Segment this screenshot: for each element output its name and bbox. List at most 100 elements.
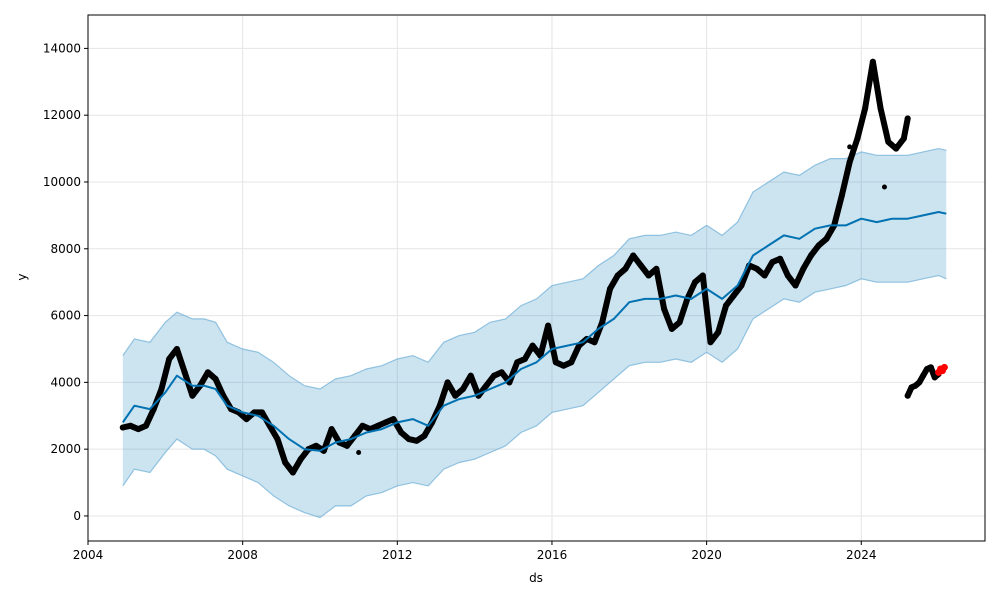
observed-point xyxy=(529,342,536,349)
observed-point xyxy=(904,115,911,122)
observed-point xyxy=(127,422,134,429)
observed-point xyxy=(444,379,451,386)
axes-layer: 2004 2008 2012 2016 2020 2024 0 2000 4000 6000 800… xyxy=(43,14,986,562)
observed-point xyxy=(630,252,637,259)
y-tick-label: 14000 xyxy=(43,41,81,55)
observed-point xyxy=(738,282,745,289)
x-tick-label: 2024 xyxy=(846,548,877,562)
observed-point xyxy=(808,252,815,259)
observed-point xyxy=(862,105,869,112)
recent-point xyxy=(920,372,927,379)
observed-point xyxy=(204,369,211,376)
observed-point xyxy=(421,432,428,439)
observed-point xyxy=(189,392,196,399)
outlier-point xyxy=(847,144,853,150)
y-tick-label: 0 xyxy=(73,509,81,523)
y-tick-label: 8000 xyxy=(50,242,81,256)
observed-point xyxy=(637,262,644,269)
observed-point xyxy=(135,426,142,433)
observed-point xyxy=(885,138,892,145)
observed-point xyxy=(498,369,505,376)
observed-point xyxy=(328,426,335,433)
observed-point xyxy=(761,272,768,279)
y-tick-label: 2000 xyxy=(50,442,81,456)
observed-point xyxy=(545,322,552,329)
labels-layer: ds y xyxy=(15,273,543,585)
observed-point xyxy=(730,292,737,299)
observed-point xyxy=(258,409,265,416)
observed-point xyxy=(753,265,760,272)
observed-point xyxy=(645,272,652,279)
x-tick-label: 2020 xyxy=(691,548,722,562)
observed-point xyxy=(722,302,729,309)
uncertainty-interval-band xyxy=(122,148,947,518)
observed-point xyxy=(606,285,613,292)
interval-upper-edge xyxy=(122,147,947,390)
y-axis-label: y xyxy=(15,273,29,280)
x-tick-label: 2016 xyxy=(537,548,568,562)
observed-point xyxy=(452,392,459,399)
observed-point xyxy=(413,437,420,444)
recent-point xyxy=(916,379,923,386)
interval-band-layer xyxy=(122,147,947,519)
observed-point xyxy=(823,235,830,242)
forecast-line xyxy=(121,211,947,452)
observed-point xyxy=(568,359,575,366)
observed-point xyxy=(359,422,366,429)
observed-point xyxy=(398,429,405,436)
observed-point xyxy=(692,279,699,286)
observed-point xyxy=(212,376,219,383)
outlier-point xyxy=(881,184,887,190)
observed-point xyxy=(243,416,250,423)
recent-point xyxy=(927,364,934,371)
observed-point xyxy=(521,355,528,362)
observed-point xyxy=(815,242,822,249)
observed-point xyxy=(854,135,861,142)
observed-point xyxy=(838,192,845,199)
observed-point xyxy=(846,158,853,165)
recent-points-layer xyxy=(904,363,948,399)
observed-point xyxy=(668,325,675,332)
observed-point xyxy=(313,442,320,449)
observed-point xyxy=(467,372,474,379)
observed-point xyxy=(715,329,722,336)
observed-point xyxy=(181,369,188,376)
observed-point xyxy=(119,424,126,431)
observed-point xyxy=(560,362,567,369)
observed-point xyxy=(653,265,660,272)
observed-point xyxy=(900,135,907,142)
observed-point xyxy=(374,422,381,429)
observed-point xyxy=(622,265,629,272)
observed-point xyxy=(792,282,799,289)
observed-point xyxy=(166,355,173,362)
observed-point xyxy=(676,319,683,326)
x-tick-label: 2004 xyxy=(73,548,104,562)
outlier-point xyxy=(356,449,362,455)
observed-point xyxy=(405,436,412,443)
observed-point xyxy=(173,345,180,352)
observed-point xyxy=(800,265,807,272)
observed-point xyxy=(877,105,884,112)
highlight-point xyxy=(940,363,948,371)
observed-point xyxy=(514,359,521,366)
observed-point xyxy=(274,436,281,443)
observed-point xyxy=(483,382,490,389)
x-tick-label: 2008 xyxy=(227,548,258,562)
interval-lower-edge xyxy=(122,274,947,519)
observed-point xyxy=(893,145,900,152)
observed-point xyxy=(784,272,791,279)
observed-point xyxy=(661,305,668,312)
observed-point xyxy=(769,259,776,266)
y-tick-label: 12000 xyxy=(43,108,81,122)
observed-point xyxy=(390,416,397,423)
grid-layer xyxy=(87,15,985,541)
forecast-line-layer xyxy=(121,211,947,452)
observed-point xyxy=(142,422,149,429)
y-tick-label: 4000 xyxy=(50,375,81,389)
observed-point xyxy=(289,469,296,476)
observed-point xyxy=(344,442,351,449)
x-tick-label: 2012 xyxy=(382,548,413,562)
y-tick-label: 10000 xyxy=(43,175,81,189)
